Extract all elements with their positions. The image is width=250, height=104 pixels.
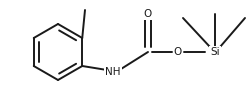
Text: O: O — [174, 47, 182, 57]
Text: NH: NH — [105, 67, 121, 77]
Text: O: O — [144, 9, 152, 19]
Text: Si: Si — [210, 47, 220, 57]
